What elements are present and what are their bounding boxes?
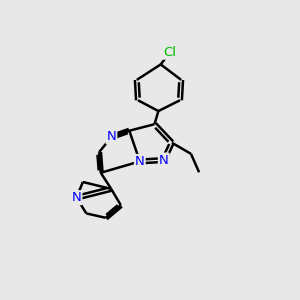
Text: Cl: Cl — [164, 46, 176, 59]
Text: N: N — [106, 130, 116, 143]
Text: N: N — [72, 191, 81, 204]
Text: N: N — [135, 155, 145, 168]
Text: N: N — [159, 154, 169, 166]
